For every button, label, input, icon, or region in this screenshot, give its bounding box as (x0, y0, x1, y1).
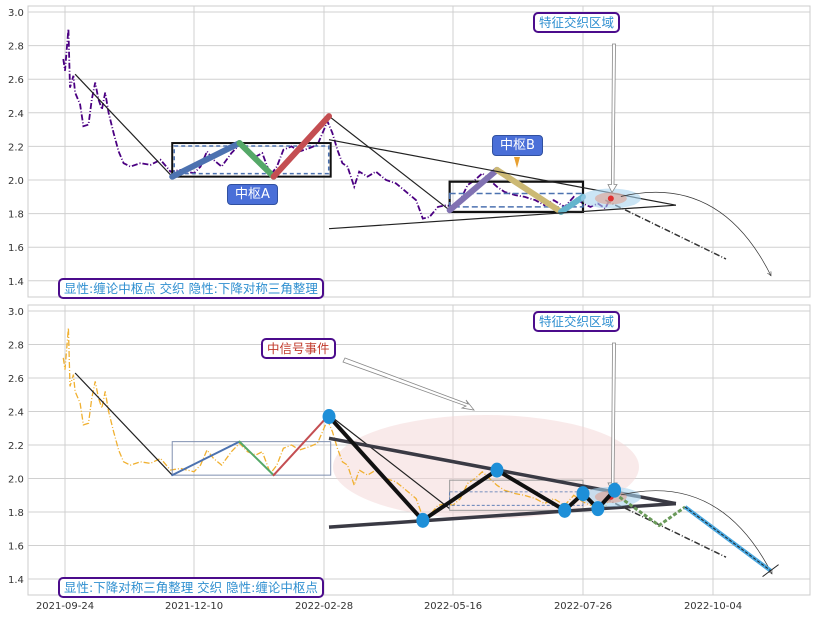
bi-stroke (446, 166, 500, 214)
signal-event-label: 中信号事件 (261, 338, 336, 359)
y-tick-label: 1.8 (8, 210, 24, 221)
y-tick-label: 2.8 (8, 42, 24, 53)
y-tick-label: 1.8 (8, 508, 24, 519)
y-tick-label: 3.0 (8, 307, 24, 318)
bottom-caption: 显性:下降对称三角整理 交织 隐性:缠论中枢点 (58, 577, 324, 598)
x-tick-label: 2021-09-24 (36, 601, 94, 612)
triangle-lower-line (328, 501, 677, 529)
projection-end-bar (762, 564, 779, 578)
x-tick-label: 2021-12-10 (165, 601, 223, 612)
feature-zone-center (607, 195, 614, 202)
pivot-point (558, 502, 572, 518)
bi-stroke (558, 193, 586, 215)
projection-blue-dash (684, 506, 771, 572)
y-tick-label: 1.4 (8, 277, 24, 288)
top-feature-zone-label: 特征交织区域 (533, 12, 621, 33)
bottom-feature-zone-label: 特征交织区域 (533, 311, 621, 332)
pivot-point (322, 409, 336, 425)
drop-bi-line (328, 115, 450, 211)
first-bi-line (74, 73, 173, 178)
pivot-a-box (171, 441, 332, 476)
pivot-b-label: 中枢B (492, 135, 543, 156)
y-tick-label: 2.8 (8, 341, 24, 352)
bi-stroke (169, 140, 243, 180)
pivot-point (490, 462, 504, 478)
y-tick-label: 2.0 (8, 475, 24, 486)
x-tick-label: 2022-07-26 (554, 601, 612, 612)
x-tick-label: 2022-05-16 (424, 601, 482, 612)
bi-stroke (236, 140, 277, 180)
x-tick-label: 2022-10-04 (684, 601, 742, 612)
y-tick-label: 2.4 (8, 408, 24, 419)
pivot-b-pointer-icon (514, 157, 520, 168)
drop-bi-line (328, 414, 450, 510)
pivot-point (591, 501, 605, 517)
signal-arrow-icon (342, 357, 475, 411)
pivot-a-inner-box (173, 145, 330, 175)
pivot-a-box (171, 142, 332, 178)
curved-arrow (620, 490, 773, 574)
price-line (62, 327, 612, 518)
y-tick-label: 2.6 (8, 75, 24, 86)
pivot-point (416, 512, 430, 528)
bi-stroke (493, 166, 565, 215)
plot-area (27, 5, 811, 298)
bi-stroke (270, 113, 333, 180)
price-line (62, 28, 612, 220)
down-arrow-icon (607, 43, 618, 194)
y-tick-label: 2.6 (8, 374, 24, 385)
bottom-panel: 1.4 1.6 1.8 2.0 2.2 2.4 2.6 2.8 3.0 2021-09-24 202… (8, 304, 811, 612)
top-caption: 显性:缠论中枢点 交织 隐性:下降对称三角整理 (58, 278, 324, 299)
target-projection-line (604, 199, 727, 260)
y-tick-label: 3.0 (8, 8, 24, 19)
target-projection-line (604, 497, 727, 558)
projection-green (613, 492, 686, 528)
curved-arrow (620, 191, 772, 276)
bi-stroke (272, 413, 331, 477)
y-tick-label: 2.4 (8, 109, 24, 120)
top-panel: 1.4 1.6 1.8 2.0 2.2 2.4 2.6 2.8 3.0 (8, 5, 811, 298)
y-tick-label: 1.6 (8, 243, 24, 254)
pivot-point (608, 482, 622, 498)
x-tick-label: 2022-02-28 (295, 601, 353, 612)
y-tick-label: 1.6 (8, 542, 24, 553)
pivot-point (576, 486, 590, 502)
pivot-a-label: 中枢A (227, 184, 278, 205)
bi-stroke (171, 440, 241, 477)
y-tick-label: 2.2 (8, 441, 24, 452)
y-tick-label: 2.2 (8, 142, 24, 153)
triangle-lower-line (328, 204, 676, 230)
y-tick-label: 1.4 (8, 575, 24, 586)
y-tick-label: 2.0 (8, 176, 24, 187)
first-bi-line (74, 372, 173, 476)
bi-stroke (238, 440, 275, 477)
